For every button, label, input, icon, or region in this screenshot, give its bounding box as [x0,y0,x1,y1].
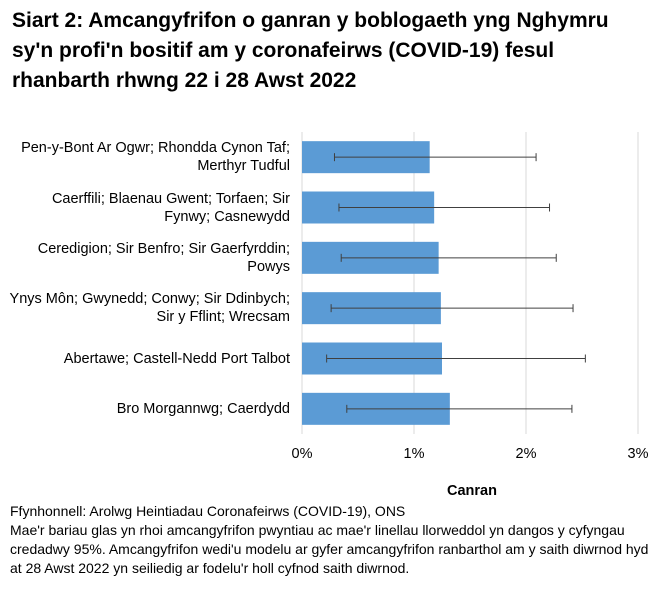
y-tick-label: Caerffili; Blaenau Gwent; Torfaen; Sir F… [51,190,290,225]
x-tick-label: 3% [627,446,649,462]
y-tick-label: Ynys Môn; Gwynedd; Conwy; Sir Ddinbych; … [9,291,290,326]
y-tick-label: Ceredigion; Sir Benfro; Sir Gaerfyrddin;… [37,240,290,275]
x-tick-label: 1% [403,446,425,462]
x-axis-title: Canran [447,483,497,499]
y-tick-label: Abertawe; Castell-Nedd Port Talbot [63,350,290,367]
y-tick-label: Pen-y-Bont Ar Ogwr; Rhondda Cynon Taf; M… [21,140,290,175]
source: Ffynhonnell: Arolwg Heintiadau Coronafei… [10,503,406,519]
x-tick-label: 0% [291,446,313,462]
note: Mae'r bariau glas yn rhoi amcangyfrifon … [10,522,649,576]
y-tick-label: Bro Morgannwg; Caerdydd [116,400,290,417]
chart-title: Siart 2: Amcangyfrifon o ganran y boblog… [12,9,609,92]
x-tick-label: 2% [515,446,537,462]
